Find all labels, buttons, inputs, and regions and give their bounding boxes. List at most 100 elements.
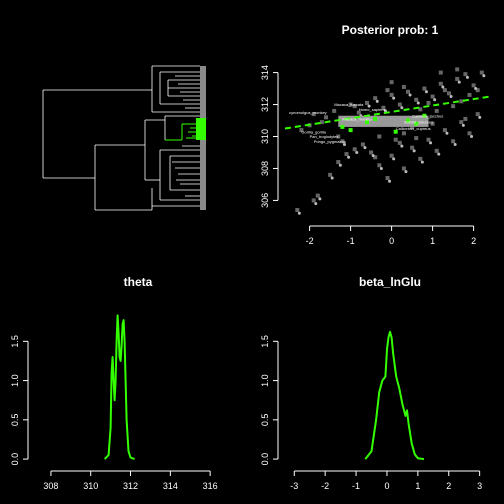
scatter-point xyxy=(369,150,374,155)
highlight-point xyxy=(348,128,353,133)
scatter-point-alt xyxy=(355,150,359,154)
theta-density-panel: theta 308 310 312 314 316 0.0 0.5 1.0 1.5 xyxy=(10,275,218,491)
x-tick-label: 314 xyxy=(163,481,178,491)
highlight-point xyxy=(373,116,378,121)
x-tick-label: 316 xyxy=(203,481,218,491)
taxon-label: Gorilla_gorilla xyxy=(301,129,326,134)
scatter-point-alt xyxy=(392,157,396,161)
scatter-point xyxy=(455,67,460,72)
scatter-point xyxy=(389,92,394,97)
x-tick-label: -2 xyxy=(321,481,329,491)
scatter-point-alt xyxy=(453,142,457,146)
scatter-point xyxy=(414,136,419,141)
scatter-point xyxy=(360,142,365,147)
taxon-label: Callithrix_jacchus xyxy=(412,113,443,118)
scatter-point-alt xyxy=(375,99,379,103)
x-tick-label: 0 xyxy=(384,481,389,491)
scatter-point-alt xyxy=(412,149,416,153)
scatter-point xyxy=(414,97,419,102)
x-tick-label: 308 xyxy=(43,481,58,491)
x-tick-label: 0 xyxy=(389,236,394,246)
scatter-point xyxy=(299,128,304,133)
scatter-point xyxy=(463,72,468,77)
scatter-point xyxy=(426,137,431,142)
y-tick-label: 0.0 xyxy=(260,453,270,466)
scatter-point xyxy=(447,91,451,96)
scatter-point xyxy=(336,134,341,139)
scatter-point-alt xyxy=(363,146,367,150)
density-line xyxy=(103,314,135,461)
x-tick-label: -3 xyxy=(290,481,298,491)
scatter-point-alt xyxy=(465,75,469,79)
scatter-point xyxy=(467,131,472,136)
y-tick-label: 1.5 xyxy=(10,335,20,348)
taxon-label: Pongo_pygmaeus xyxy=(314,139,346,144)
scatter-point xyxy=(459,120,464,125)
scatter-point-alt xyxy=(478,115,482,119)
scatter-point xyxy=(336,160,341,165)
scatter-point xyxy=(401,131,406,136)
scatter-point xyxy=(459,99,464,104)
scatter-point xyxy=(393,137,398,142)
scatter-point xyxy=(410,145,415,150)
x-tick-label: 3 xyxy=(477,481,482,491)
scatter-point-alt xyxy=(445,131,449,135)
scatter-point-alt xyxy=(424,90,428,94)
scatter-point xyxy=(397,140,402,145)
trend-line xyxy=(284,95,491,130)
scatter-title: Posterior prob: 1 xyxy=(342,23,439,37)
scatter-point-alt xyxy=(416,101,420,105)
y-tick-label: 0.5 xyxy=(260,414,270,427)
scatter-point xyxy=(475,112,480,117)
scatter-point xyxy=(352,147,357,152)
scatter-point xyxy=(377,163,382,168)
scatter-point-alt xyxy=(314,202,318,206)
y-tick-label: 1.0 xyxy=(10,374,20,387)
scatter-point-alt xyxy=(383,109,387,113)
scatter-point xyxy=(365,100,369,105)
scatter-point xyxy=(377,134,382,139)
beta-title: beta_lnGlu xyxy=(359,275,421,289)
scatter-point xyxy=(324,115,328,120)
scatter-point-alt xyxy=(449,95,453,99)
scatter-point xyxy=(373,155,378,160)
x-tick-label: 310 xyxy=(83,481,98,491)
scatter-point xyxy=(295,208,300,213)
scatter-point xyxy=(430,121,435,126)
y-tick-label: 310 xyxy=(260,129,270,144)
highlight-point xyxy=(414,121,419,126)
y-tick-label: 0.5 xyxy=(10,414,20,427)
scatter-point-alt xyxy=(400,106,404,110)
y-tick-label: 0.0 xyxy=(10,453,20,466)
scatter-point xyxy=(311,198,316,203)
scatter-point xyxy=(410,124,415,129)
beta-density-panel: beta_lnGlu -3 -2 -1 0 1 2 3 0.0 0.5 1.0 1.5 xyxy=(260,275,482,491)
y-tick-label: 314 xyxy=(260,65,270,80)
scatter-point xyxy=(348,102,353,107)
x-tick-label: 2 xyxy=(471,236,476,246)
scatter-point xyxy=(430,94,435,99)
scatter-point xyxy=(418,156,423,161)
scatter-point-alt xyxy=(347,155,351,159)
scatter-point xyxy=(401,84,406,89)
scatter-point-alt xyxy=(371,154,375,158)
scatter-panel: Posterior prob: 1 Macaca_fuscata cynomolg… xyxy=(260,23,491,246)
x-tick-label: -1 xyxy=(347,236,355,246)
taxon-label: Macaca_mulatta xyxy=(342,117,372,122)
scatter-point xyxy=(319,120,324,125)
scatter-point-alt xyxy=(330,176,334,180)
scatter-point xyxy=(434,148,439,153)
phylogeny-tree-panel xyxy=(42,65,206,211)
scatter-point xyxy=(442,128,447,133)
scatter-point-alt xyxy=(342,142,346,146)
taxon-label: Callicebus_cupreus xyxy=(396,126,431,131)
highlight-point xyxy=(393,129,398,134)
scatter-point xyxy=(455,76,460,81)
scatter-point xyxy=(385,88,390,93)
scatter-point-alt xyxy=(461,123,465,127)
label-cluster xyxy=(338,115,429,127)
taxon-label: Saimiri_sciureus xyxy=(404,120,433,125)
scatter-point-alt xyxy=(433,98,437,102)
scatter-point-alt xyxy=(470,135,474,138)
